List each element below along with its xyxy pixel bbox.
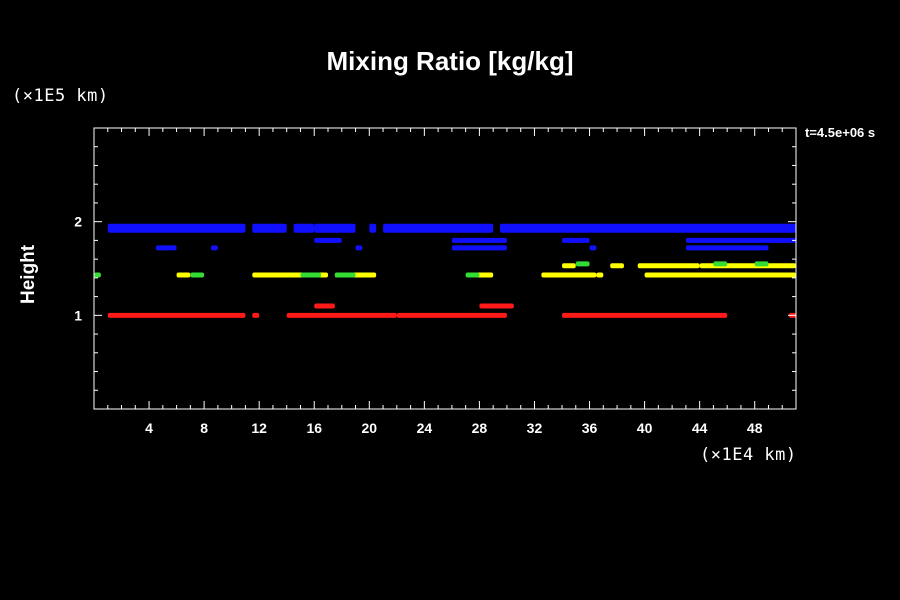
layer-green-segment [754,261,769,267]
layer-blue-segment [211,245,218,251]
x-tick-label: 32 [527,420,543,436]
layer-green-segment [575,261,590,267]
layer-blue-segment [155,245,177,251]
x-tick-label: 24 [417,420,433,436]
x-tick-label: 12 [251,420,267,436]
layer-yellow-segment [596,272,604,278]
layer-yellow-segment [644,272,673,278]
layer-yellow-segment [562,263,576,269]
layer-green-segment [300,272,322,278]
x-tick-label: 4 [145,420,153,436]
layer-red-segment [286,312,397,318]
layer-red-segment [107,312,246,318]
chart-title: Mixing Ratio [kg/kg] [326,46,574,76]
layer-blue-segment [314,237,342,243]
x-tick-label: 36 [582,420,598,436]
layer-blue-segment [685,237,796,243]
layer-red-segment [562,312,728,318]
y-tick-label: 2 [74,214,82,230]
layer-blue-segment [589,245,597,251]
data-layers [94,223,796,318]
x-tick-label: 40 [637,420,653,436]
x-tick-label: 20 [362,420,378,436]
layer-green-segment [465,272,480,278]
layer-blue-segment [451,237,507,243]
layer-yellow-segment [541,272,597,278]
layer-green-segment [190,272,205,278]
layer-yellow-segment [637,263,700,269]
layer-blue-segment [314,223,356,233]
layer-red-segment [314,303,335,309]
layer-red-segment [479,303,514,309]
layer-blue-segment [369,223,377,233]
layer-yellow-segment [176,272,191,278]
layer-green-segment [334,272,356,278]
layer-blue-segment [355,245,363,251]
layer-blue-segment [685,245,769,251]
x-tick-label: 48 [747,420,763,436]
layer-red-segment [396,312,507,318]
layer-green-segment [94,272,101,278]
layer-blue-segment [451,245,507,251]
layer-blue-segment [383,223,494,233]
layer-blue-segment [562,237,590,243]
x-tick-label: 16 [306,420,322,436]
layer-yellow-segment [610,263,624,269]
y-tick-label: 1 [74,307,82,323]
y-axis-unit: (×1E5 km) [12,86,109,106]
x-tick-label: 28 [472,420,488,436]
layer-blue-segment [293,223,315,233]
plot-frame [93,127,797,410]
layer-blue-segment [107,223,246,233]
layer-green-segment [713,261,728,267]
x-tick-label: 44 [692,420,708,436]
layer-blue-segment [500,223,796,233]
layer-yellow-segment [665,272,796,278]
time-label: t=4.5e+06 s [805,125,876,140]
layer-red-segment [252,312,260,318]
x-axis-unit: (×1E4 km) [700,445,797,465]
x-tick-label: 8 [200,420,208,436]
layer-blue-segment [252,223,287,233]
